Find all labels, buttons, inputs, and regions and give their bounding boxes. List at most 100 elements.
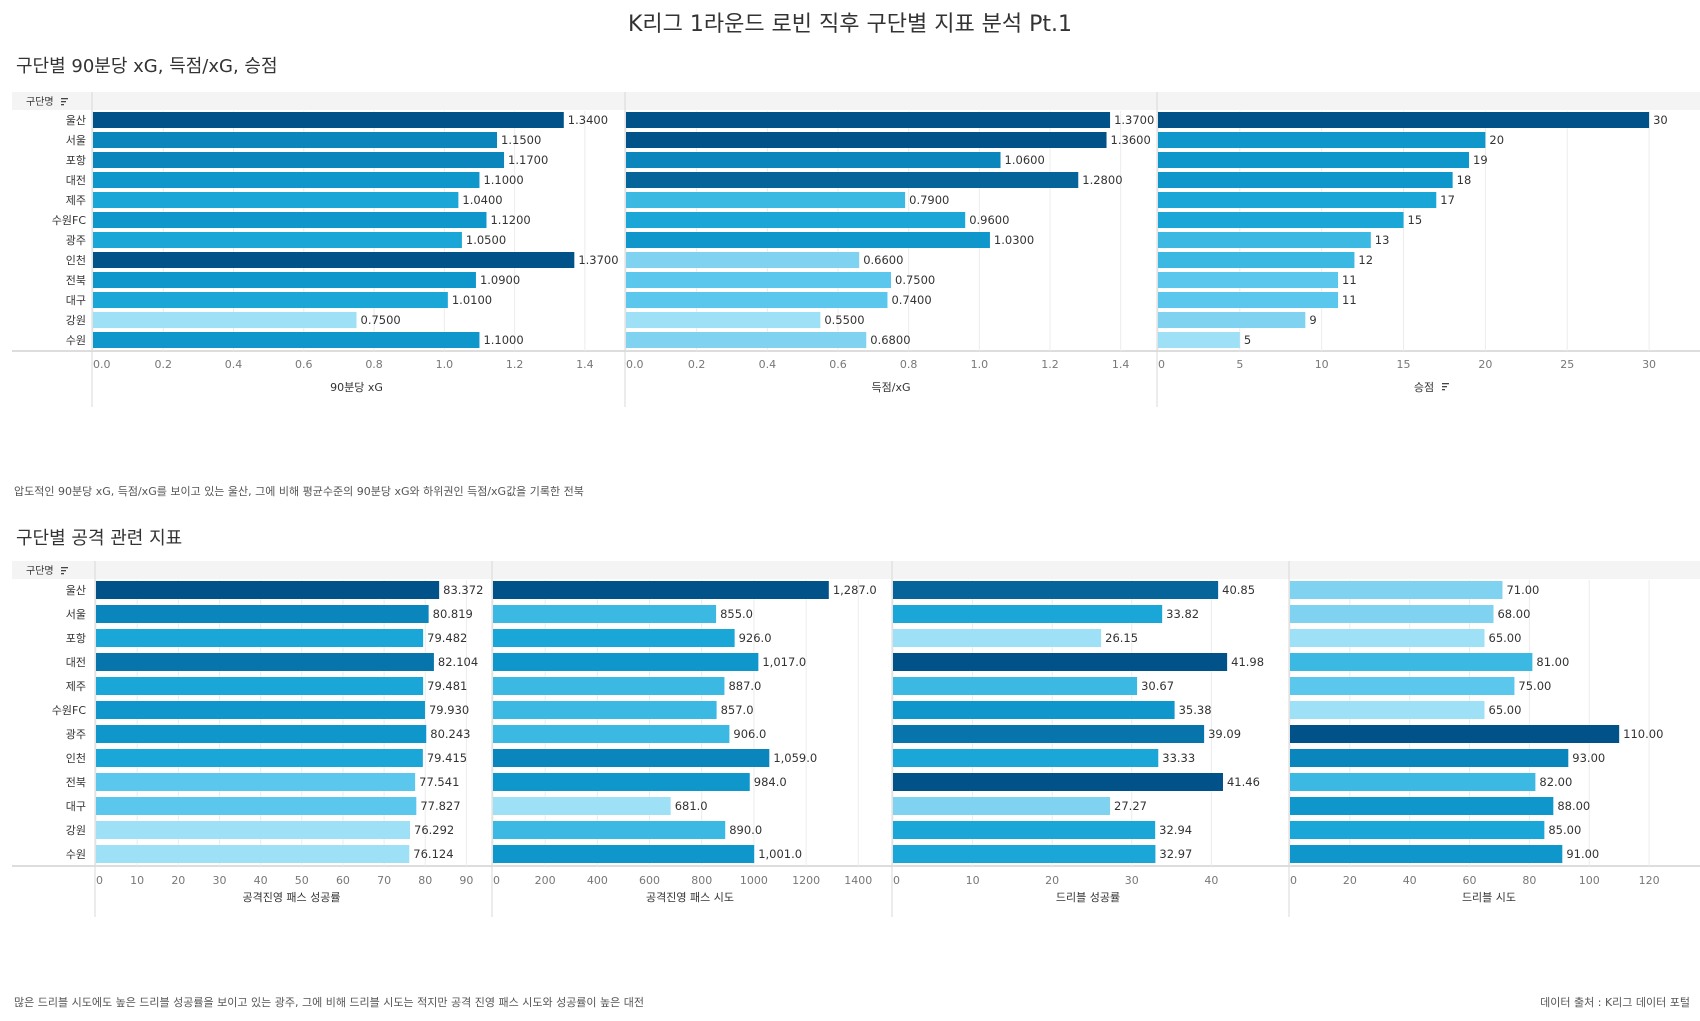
value-label: 1.0600 [1005, 153, 1045, 167]
value-label: 85.00 [1548, 823, 1581, 837]
bar-dribble_pct [893, 605, 1163, 623]
bar-att_pass_att [493, 629, 735, 647]
value-label: 1,017.0 [762, 655, 806, 669]
category-label: 서울 [66, 134, 86, 147]
value-label: 906.0 [733, 727, 766, 741]
tick-label: 0.0 [93, 358, 111, 371]
bar-att_pass_att [493, 653, 759, 671]
bar-att_pass_att [493, 677, 725, 695]
sort-icon [61, 98, 68, 106]
tick-label: 90 [459, 874, 473, 887]
bar-att_pass_pct [96, 581, 440, 599]
value-label: 887.0 [728, 679, 761, 693]
value-label: 77.827 [420, 799, 460, 813]
category-label: 전북 [66, 274, 86, 287]
value-label: 984.0 [754, 775, 787, 789]
bar-att_pass_pct [96, 797, 417, 815]
bar-dribble_att [1290, 677, 1515, 695]
value-label: 27.27 [1114, 799, 1147, 813]
value-label: 65.00 [1489, 631, 1522, 645]
category-label: 울산 [66, 584, 86, 597]
value-label: 76.292 [414, 823, 454, 837]
tick-label: 80 [1522, 874, 1536, 887]
bar-goals_xg [626, 252, 860, 268]
value-label: 1,059.0 [773, 751, 817, 765]
value-label: 17 [1440, 193, 1455, 207]
value-label: 0.5500 [824, 313, 864, 327]
category-label: 수원FC [52, 214, 87, 227]
category-label: 서울 [66, 608, 86, 621]
bar-dribble_att [1290, 845, 1563, 863]
tick-label: 1000 [740, 874, 768, 887]
value-label: 33.82 [1166, 607, 1199, 621]
category-label: 수원 [66, 334, 86, 347]
category-label: 포항 [66, 632, 86, 645]
axis-title: 공격진영 패스 성공률 [242, 891, 340, 904]
value-label: 0.7500 [361, 313, 401, 327]
value-label: 1.0900 [480, 273, 520, 287]
bar-xg90 [93, 152, 505, 168]
tick-label: 0.6 [295, 358, 313, 371]
tick-label: 120 [1639, 874, 1660, 887]
bar-dribble_att [1290, 605, 1494, 623]
bar-points [1158, 212, 1404, 228]
value-label: 35.38 [1179, 703, 1212, 717]
sort-icon [1442, 383, 1449, 391]
bar-dribble_pct [893, 797, 1111, 815]
value-label: 41.46 [1227, 775, 1260, 789]
value-label: 855.0 [720, 607, 753, 621]
value-label: 12 [1358, 253, 1373, 267]
value-label: 79.415 [427, 751, 467, 765]
value-label: 1,001.0 [758, 847, 802, 861]
bar-goals_xg [626, 172, 1079, 188]
bar-xg90 [93, 172, 480, 188]
value-label: 1.3700 [1114, 113, 1154, 127]
value-label: 1,287.0 [833, 583, 877, 597]
bar-points [1158, 132, 1486, 148]
bar-att_pass_pct [96, 773, 416, 791]
bar-dribble_att [1290, 797, 1554, 815]
bar-att_pass_pct [96, 701, 425, 719]
value-label: 83.372 [443, 583, 483, 597]
bar-goals_xg [626, 192, 906, 208]
bar-points [1158, 152, 1470, 168]
value-label: 1.1500 [501, 133, 541, 147]
category-label: 인천 [66, 751, 86, 765]
section-1-title: 구단별 90분당 xG, 득점/xG, 승점 [16, 56, 278, 77]
tick-label: 20 [1045, 874, 1059, 887]
value-label: 0.6600 [863, 253, 903, 267]
header-band [12, 561, 1700, 579]
value-label: 79.481 [427, 679, 467, 693]
bar-att_pass_att [493, 605, 717, 623]
bar-att_pass_pct [96, 725, 427, 743]
value-label: 26.15 [1105, 631, 1138, 645]
value-label: 65.00 [1489, 703, 1522, 717]
bar-att_pass_att [493, 749, 770, 767]
bar-dribble_att [1290, 581, 1503, 599]
sort-icon [61, 567, 68, 575]
bar-dribble_att [1290, 629, 1485, 647]
category-label: 포항 [66, 154, 86, 167]
value-label: 32.97 [1159, 847, 1192, 861]
bar-goals_xg [626, 292, 888, 308]
value-label: 1.3700 [578, 253, 618, 267]
tick-label: 10 [966, 874, 980, 887]
value-label: 0.6800 [870, 333, 910, 347]
bar-xg90 [93, 312, 357, 328]
bar-dribble_pct [893, 845, 1156, 863]
tick-label: 50 [295, 874, 309, 887]
category-label: 인천 [66, 253, 86, 267]
bar-goals_xg [626, 312, 821, 328]
bar-xg90 [93, 232, 462, 248]
bar-goals_xg [626, 212, 966, 228]
bar-dribble_pct [893, 701, 1175, 719]
tick-label: 5 [1236, 358, 1243, 371]
axis-title: 90분당 xG [330, 381, 383, 394]
tick-label: 0.8 [900, 358, 918, 371]
category-label: 제주 [66, 194, 86, 207]
tick-label: 0.4 [759, 358, 777, 371]
bar-xg90 [93, 292, 448, 308]
category-label: 수원 [66, 848, 86, 861]
bar-dribble_pct [893, 773, 1223, 791]
